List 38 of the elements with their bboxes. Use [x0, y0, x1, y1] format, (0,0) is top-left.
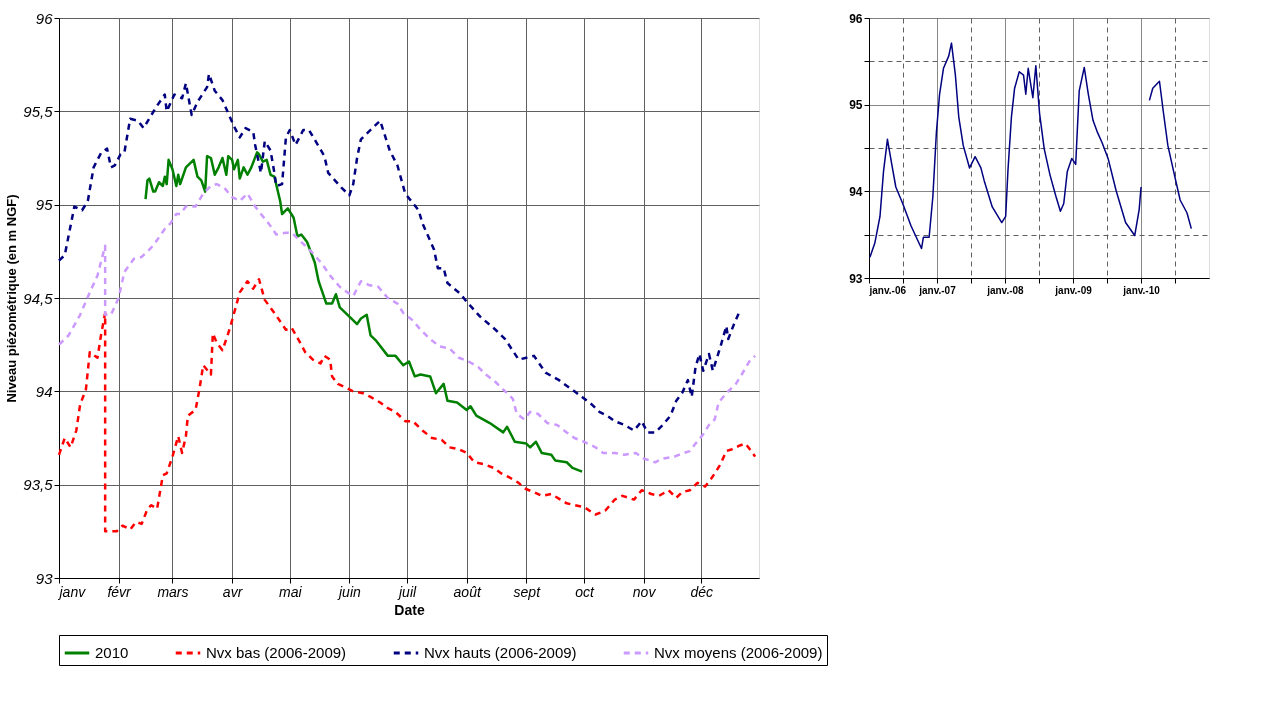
x-tick-label: août: [453, 583, 482, 600]
x-tick-label: juin: [336, 583, 361, 600]
legend-label: Nvx hauts (2006-2009): [424, 644, 577, 661]
y-tick-label: 96: [35, 9, 54, 27]
y-tick-label: 93,5: [23, 476, 54, 494]
x-axis-title: Date: [394, 601, 425, 618]
x-tick-label: janv.-10: [1122, 284, 1161, 296]
line-series: [57, 278, 757, 533]
x-tick-label: oct: [575, 583, 595, 600]
y-tick-label: 94: [849, 184, 863, 199]
x-tick-label: mars: [157, 583, 189, 600]
legend-label: Nvx moyens (2006-2009): [654, 644, 823, 661]
legend-label: 2010: [95, 644, 129, 661]
x-tick-label: sept: [513, 583, 542, 600]
line-series: [144, 151, 584, 473]
x-tick-label: mai: [278, 583, 303, 600]
y-axis-title: Niveau piézométrique (en m NGF): [4, 194, 20, 403]
y-tick-label: 95,5: [23, 102, 54, 120]
y-tick-label: 94: [35, 382, 53, 400]
line-series: [57, 182, 757, 464]
y-tick-label: 96: [849, 11, 863, 26]
y-tick-label: 95: [849, 98, 863, 113]
y-tick-label: 94,5: [23, 289, 54, 307]
x-tick-label: juil: [397, 583, 418, 600]
x-tick-label: janv: [57, 583, 87, 600]
x-tick-label: janv.-08: [986, 284, 1025, 296]
x-tick-label: avr: [222, 583, 244, 600]
x-tick-label: nov: [632, 583, 657, 600]
legend-label: Nvx bas (2006-2009): [206, 644, 347, 661]
x-tick-label: janv.-07: [918, 284, 957, 296]
x-tick-label: janv.-06: [868, 284, 907, 296]
y-tick-label: 95: [35, 196, 54, 214]
y-tick-label: 93: [849, 271, 863, 286]
x-tick-label: févr: [107, 583, 133, 600]
x-tick-label: déc: [690, 583, 714, 600]
line-series: [57, 72, 742, 434]
x-tick-label: janv.-09: [1054, 284, 1093, 296]
y-tick-label: 93: [35, 569, 54, 587]
